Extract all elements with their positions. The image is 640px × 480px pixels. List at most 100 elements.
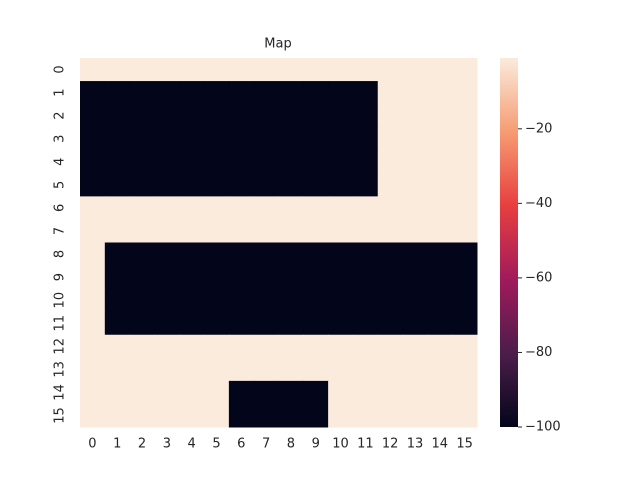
heatmap-cell: [154, 104, 180, 128]
heatmap-cell: [253, 196, 279, 220]
y-tick-label: 14: [53, 384, 68, 401]
heatmap-cell: [253, 242, 279, 267]
heatmap-cell: [352, 334, 379, 359]
heatmap-cell: [80, 104, 106, 128]
heatmap-cell: [352, 357, 379, 382]
heatmap-cell: [204, 104, 230, 128]
colorbar: [500, 58, 518, 427]
heatmap-cell: [328, 288, 354, 313]
heatmap-cell: [352, 380, 379, 405]
heatmap-cell: [427, 58, 453, 82]
heatmap-cell: [253, 81, 279, 105]
heatmap-cell: [427, 196, 453, 220]
heatmap-cell: [278, 58, 304, 82]
heatmap-cell: [228, 58, 255, 82]
heatmap-cell: [427, 81, 453, 105]
heatmap-cell: [179, 196, 205, 220]
heatmap-cell: [278, 265, 304, 290]
heatmap-cell: [278, 242, 304, 267]
heatmap-cell: [427, 219, 453, 243]
heatmap-cell: [328, 196, 354, 220]
heatmap-cell: [204, 334, 230, 359]
x-tick-label: 0: [88, 437, 96, 452]
heatmap-cell: [352, 196, 379, 220]
heatmap-cell: [228, 288, 255, 313]
heatmap-cell: [427, 127, 453, 151]
colorbar-tick-label: −20: [525, 121, 552, 136]
heatmap-cell: [129, 380, 155, 405]
heatmap-cell: [328, 334, 354, 359]
heatmap-cell: [452, 403, 478, 428]
heatmap-cell: [352, 311, 379, 336]
heatmap-cell: [228, 334, 255, 359]
heatmap-cell: [129, 58, 155, 82]
heatmap-cell: [104, 403, 131, 428]
heatmap-cell: [80, 81, 106, 105]
x-tick-label: 2: [138, 437, 146, 452]
heatmap-cell: [328, 357, 354, 382]
heatmap-cell: [303, 288, 329, 313]
heatmap-cell: [154, 173, 180, 197]
heatmap-cell: [204, 219, 230, 243]
heatmap-cell: [179, 380, 205, 405]
heatmap-cell: [377, 58, 404, 82]
heatmap-cell: [377, 173, 404, 197]
heatmap-cell: [104, 288, 131, 313]
heatmap-cell: [129, 265, 155, 290]
heatmap-cell: [80, 334, 106, 359]
heatmap-cell: [179, 219, 205, 243]
heatmap-cell: [328, 242, 354, 267]
x-tick-label: 14: [432, 437, 449, 452]
heatmap-cell: [352, 219, 379, 243]
heatmap-cell: [303, 104, 329, 128]
heatmap-cell: [402, 380, 428, 405]
heatmap-cell: [204, 357, 230, 382]
y-tick-label: 13: [53, 361, 68, 378]
heatmap-cell: [452, 173, 478, 197]
heatmap-cell: [278, 104, 304, 128]
heatmap-cell: [228, 173, 255, 197]
heatmap-cell: [402, 288, 428, 313]
heatmap-cell: [253, 288, 279, 313]
heatmap-cell: [452, 265, 478, 290]
x-tick-label: 4: [188, 437, 196, 452]
heatmap-cell: [352, 104, 379, 128]
x-tick-label: 9: [312, 437, 320, 452]
x-tick-label: 3: [163, 437, 171, 452]
heatmap-cell: [328, 127, 354, 151]
heatmap-cell: [352, 173, 379, 197]
heatmap-cell: [402, 242, 428, 267]
x-tick-label: 11: [357, 437, 374, 452]
heatmap-cell: [427, 403, 453, 428]
heatmap-cell: [204, 173, 230, 197]
heatmap-cell: [80, 403, 106, 428]
y-tick-label: 0: [53, 65, 68, 73]
heatmap-cell: [129, 357, 155, 382]
heatmap-cell: [328, 311, 354, 336]
heatmap-cell: [377, 357, 404, 382]
heatmap-cell: [80, 219, 106, 243]
heatmap-cell: [204, 403, 230, 428]
heatmap-cell: [154, 380, 180, 405]
heatmap-cell: [427, 104, 453, 128]
x-tick-label: 6: [237, 437, 245, 452]
heatmap-cell: [303, 81, 329, 105]
heatmap-cell: [377, 265, 404, 290]
heatmap-cell: [253, 403, 279, 428]
heatmap-cell: [154, 242, 180, 267]
heatmap-cell: [352, 150, 379, 174]
y-tick-label: 11: [53, 315, 68, 332]
heatmap-cell: [377, 380, 404, 405]
heatmap-cell: [104, 104, 131, 128]
heatmap-cell: [303, 242, 329, 267]
heatmap-cell: [154, 265, 180, 290]
heatmap-cell: [328, 219, 354, 243]
heatmap-cell: [278, 150, 304, 174]
heatmap-cell: [402, 104, 428, 128]
heatmap-cell: [278, 127, 304, 151]
heatmap-cell: [303, 380, 329, 405]
heatmap-cell: [80, 127, 106, 151]
heatmap-cell: [104, 150, 131, 174]
y-tick-label: 9: [53, 273, 68, 281]
